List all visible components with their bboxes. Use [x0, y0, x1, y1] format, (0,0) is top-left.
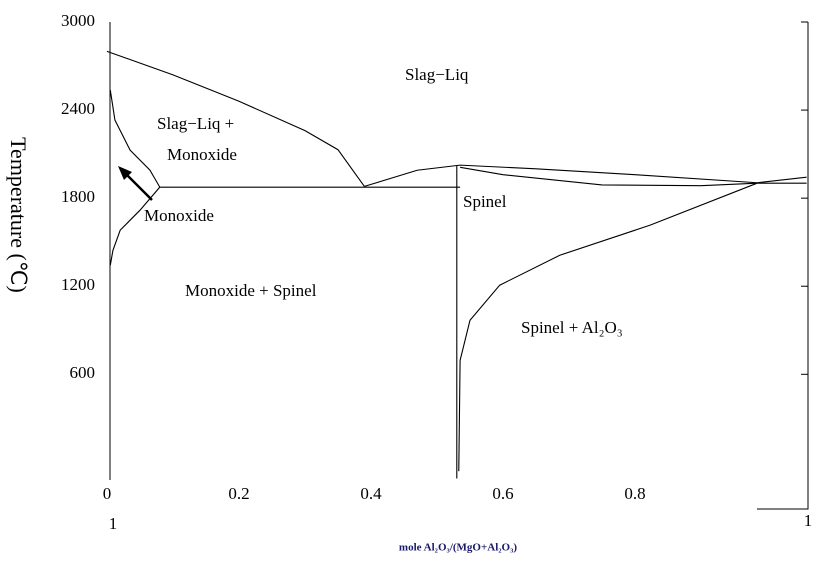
region-label: Monoxide + Spinel	[185, 281, 317, 300]
arrow-head	[118, 166, 132, 180]
phase-boundary	[106, 50, 365, 187]
phase-boundary	[458, 182, 758, 472]
x-tick-label: 0.2	[228, 484, 249, 503]
x-tick-label: 0	[103, 484, 112, 503]
arrow	[123, 171, 153, 201]
y-tick-label: 3000	[61, 11, 95, 30]
y-tick-label: 1800	[61, 187, 95, 206]
frame-corner	[757, 480, 809, 510]
y-tick-label: 1200	[61, 275, 95, 294]
region-label: 1	[109, 514, 118, 533]
phase-boundary	[109, 90, 161, 266]
region-label: 1	[804, 511, 813, 530]
x-tick-label: 0.6	[492, 484, 513, 503]
region-label: Slag−Liq +	[157, 114, 234, 133]
region-label: Spinel + Al₂O₃	[521, 318, 623, 337]
y-axis-label: Temperature (℃)	[6, 137, 31, 293]
x-axis-label: mole Al₂O₃/(MgO+Al₂O₃)	[399, 542, 517, 554]
region-label: Monoxide	[144, 206, 214, 225]
region-label: Slag−Liq	[405, 65, 469, 84]
x-tick-label: 0.4	[360, 484, 382, 503]
x-tick-label: 0.8	[624, 484, 645, 503]
y-tick-label: 2400	[61, 99, 95, 118]
phase-boundary	[460, 166, 758, 187]
region-label: Spinel	[463, 192, 507, 211]
region-label: Monoxide	[167, 145, 237, 164]
y-tick-label: 600	[70, 363, 96, 382]
